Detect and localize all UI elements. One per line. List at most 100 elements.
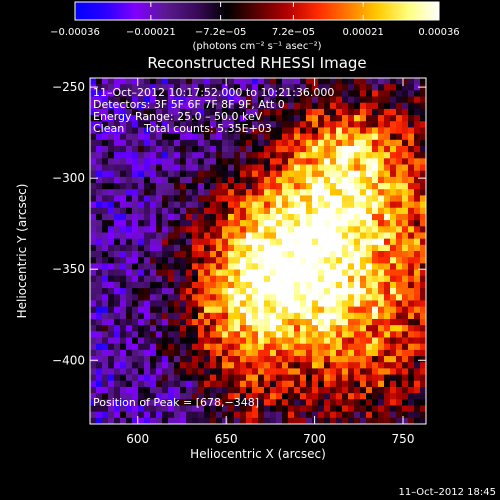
heatmap-cell <box>318 318 325 326</box>
heatmap-cell <box>258 374 265 382</box>
heatmap-cell <box>384 343 391 351</box>
heatmap-cell <box>402 331 409 339</box>
heatmap-cell <box>126 288 133 295</box>
heatmap-cell <box>276 411 283 419</box>
heatmap-cell <box>384 251 391 258</box>
heatmap-cell <box>234 84 241 91</box>
heatmap-cell <box>408 417 415 424</box>
heatmap-cell <box>264 263 271 271</box>
heatmap-cell <box>342 312 349 320</box>
heatmap-cell <box>384 374 391 382</box>
heatmap-cell <box>366 374 373 382</box>
heatmap-cell <box>234 362 241 369</box>
heatmap-cell <box>246 164 253 172</box>
heatmap-cell <box>228 238 235 246</box>
heatmap-cell <box>264 356 271 363</box>
heatmap-cell <box>288 183 295 190</box>
heatmap-cell <box>282 300 289 308</box>
heatmap-cell <box>210 294 217 302</box>
heatmap-cell <box>108 374 115 382</box>
heatmap-cell <box>336 183 343 190</box>
heatmap-cell <box>324 386 331 394</box>
heatmap-cell <box>198 133 205 141</box>
heatmap-cell <box>288 127 295 135</box>
heatmap-cell <box>102 405 109 413</box>
heatmap-cell <box>378 96 385 104</box>
heatmap-cell <box>126 275 133 283</box>
heatmap-cell <box>180 263 187 271</box>
heatmap-cell <box>324 331 331 339</box>
heatmap-cell <box>366 300 373 308</box>
heatmap-cell <box>366 176 373 184</box>
heatmap-cell <box>378 121 385 129</box>
heatmap-cell <box>408 158 415 166</box>
heatmap-cell <box>294 294 301 302</box>
heatmap-cell <box>282 251 289 258</box>
heatmap-cell <box>144 300 151 308</box>
heatmap-cell <box>318 201 325 209</box>
heatmap-cell <box>354 139 361 147</box>
heatmap-cell <box>150 139 157 147</box>
heatmap-cell <box>420 251 426 258</box>
heatmap-cell <box>324 220 331 227</box>
heatmap-cell <box>240 356 247 363</box>
heatmap-cell <box>276 244 283 252</box>
heatmap-cell <box>120 127 127 135</box>
heatmap-cell <box>234 275 241 283</box>
heatmap-cell <box>150 115 157 122</box>
heatmap-cell <box>228 251 235 258</box>
heatmap-cell <box>414 226 421 234</box>
heatmap-cell <box>90 331 97 339</box>
heatmap-cell <box>312 226 319 234</box>
heatmap-cell <box>420 343 426 351</box>
heatmap-cell <box>270 393 277 400</box>
heatmap-cell <box>150 331 157 339</box>
heatmap-cell <box>90 78 97 85</box>
heatmap-cell <box>222 281 229 289</box>
heatmap-cell <box>306 226 313 234</box>
heatmap-cell <box>378 374 385 382</box>
heatmap-cell <box>390 356 397 363</box>
heatmap-cell <box>408 127 415 135</box>
heatmap-cell <box>228 405 235 413</box>
heatmap-cell <box>96 226 103 234</box>
heatmap-cell <box>180 115 187 122</box>
heatmap-cell <box>408 238 415 246</box>
heatmap-cell <box>366 133 373 141</box>
heatmap-cell <box>354 368 361 376</box>
heatmap-cell <box>306 393 313 400</box>
heatmap-cell <box>180 343 187 351</box>
heatmap-cell <box>114 90 121 98</box>
heatmap-cell <box>402 139 409 147</box>
heatmap-cell <box>318 281 325 289</box>
heatmap-cell <box>234 263 241 271</box>
heatmap-cell <box>246 374 253 382</box>
heatmap-cell <box>162 318 169 326</box>
heatmap-cell <box>294 380 301 388</box>
heatmap-cell <box>234 158 241 166</box>
heatmap-cell <box>282 356 289 363</box>
heatmap-cell <box>384 411 391 419</box>
heatmap-cell <box>372 220 379 227</box>
heatmap-cell <box>240 238 247 246</box>
heatmap-cell <box>138 288 145 295</box>
heatmap-cell <box>288 380 295 388</box>
heatmap-cell <box>354 201 361 209</box>
heatmap-cell <box>246 158 253 166</box>
heatmap-cell <box>192 269 199 277</box>
heatmap-cell <box>306 294 313 302</box>
heatmap-cell <box>408 386 415 394</box>
heatmap-cell <box>216 158 223 166</box>
heatmap-cell <box>228 189 235 196</box>
heatmap-cell <box>336 127 343 135</box>
heatmap-cell <box>276 300 283 308</box>
heatmap-cell <box>168 226 175 234</box>
heatmap-cell <box>402 288 409 295</box>
heatmap-cell <box>336 343 343 351</box>
heatmap-cell <box>102 368 109 376</box>
heatmap-cell <box>114 288 121 295</box>
heatmap-cell <box>150 84 157 91</box>
heatmap-cell <box>390 405 397 413</box>
heatmap-cell <box>168 84 175 91</box>
heatmap-cell <box>222 201 229 209</box>
